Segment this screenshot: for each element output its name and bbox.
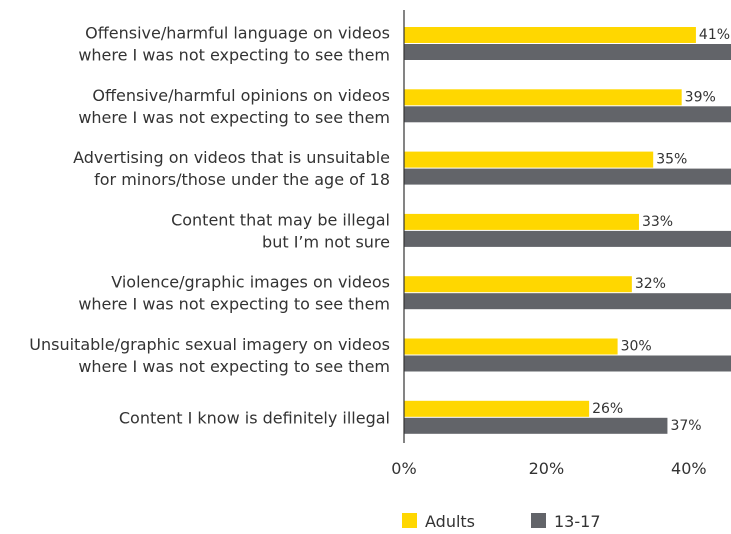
category-label: for minors/those under the age of 18 bbox=[94, 170, 390, 189]
data-label: 33% bbox=[642, 214, 673, 230]
category-label: Content that may be illegal bbox=[171, 210, 390, 229]
legend-swatch bbox=[402, 513, 417, 528]
category-label: Advertising on videos that is unsuitable bbox=[73, 148, 390, 167]
legend-label: 13-17 bbox=[554, 512, 601, 531]
bar-adults bbox=[404, 213, 639, 230]
bar-13-17 bbox=[404, 44, 731, 60]
bar-13-17 bbox=[404, 106, 731, 123]
legend-label: Adults bbox=[425, 512, 475, 531]
category-label: Offensive/harmful opinions on videos bbox=[92, 86, 390, 105]
bar-adults bbox=[404, 338, 618, 355]
category-label: but I’m not sure bbox=[262, 232, 390, 251]
category-label: where I was not expecting to see them bbox=[78, 295, 390, 314]
bar-adults bbox=[404, 89, 682, 106]
x-tick-label: 0% bbox=[391, 459, 416, 478]
data-label: 32% bbox=[635, 276, 666, 292]
category-label: Content I know is definitely illegal bbox=[119, 408, 390, 427]
category-label: Unsuitable/graphic sexual imagery on vid… bbox=[29, 335, 390, 354]
data-label: 26% bbox=[592, 401, 623, 417]
category-label: where I was not expecting to see them bbox=[78, 108, 390, 127]
data-label: 39% bbox=[685, 89, 716, 105]
bar-13-17 bbox=[404, 168, 731, 185]
category-label: where I was not expecting to see them bbox=[78, 46, 390, 65]
bar-13-17 bbox=[404, 293, 731, 310]
data-labels: 41%65%39%60%35%57%33%51%32%54%30%50%26%3… bbox=[592, 27, 730, 434]
bar-adults bbox=[404, 276, 632, 293]
data-label: 35% bbox=[656, 152, 687, 168]
bar-adults bbox=[404, 151, 654, 168]
x-axis-ticks: 0%20%40%60%80% bbox=[391, 459, 707, 478]
legend: Adults 13-17 bbox=[402, 512, 601, 531]
legend-swatch bbox=[531, 513, 546, 528]
x-tick-label: 20% bbox=[529, 459, 565, 478]
bars bbox=[404, 27, 731, 434]
category-label: where I was not expecting to see them bbox=[78, 357, 390, 376]
x-tick-label: 40% bbox=[671, 459, 707, 478]
data-label: 37% bbox=[670, 418, 701, 434]
bar-13-17 bbox=[404, 230, 731, 247]
category-labels: Offensive/harmful language on videos wher… bbox=[29, 24, 390, 428]
data-label: 41% bbox=[699, 27, 730, 43]
bar-adults bbox=[404, 27, 696, 43]
data-label: 30% bbox=[621, 339, 652, 355]
bar-13-17 bbox=[404, 417, 668, 434]
category-label: Offensive/harmful language on videos bbox=[85, 24, 390, 43]
bar-adults bbox=[404, 400, 590, 417]
category-label: Violence/graphic images on videos bbox=[111, 273, 390, 292]
bar-13-17 bbox=[404, 355, 731, 372]
